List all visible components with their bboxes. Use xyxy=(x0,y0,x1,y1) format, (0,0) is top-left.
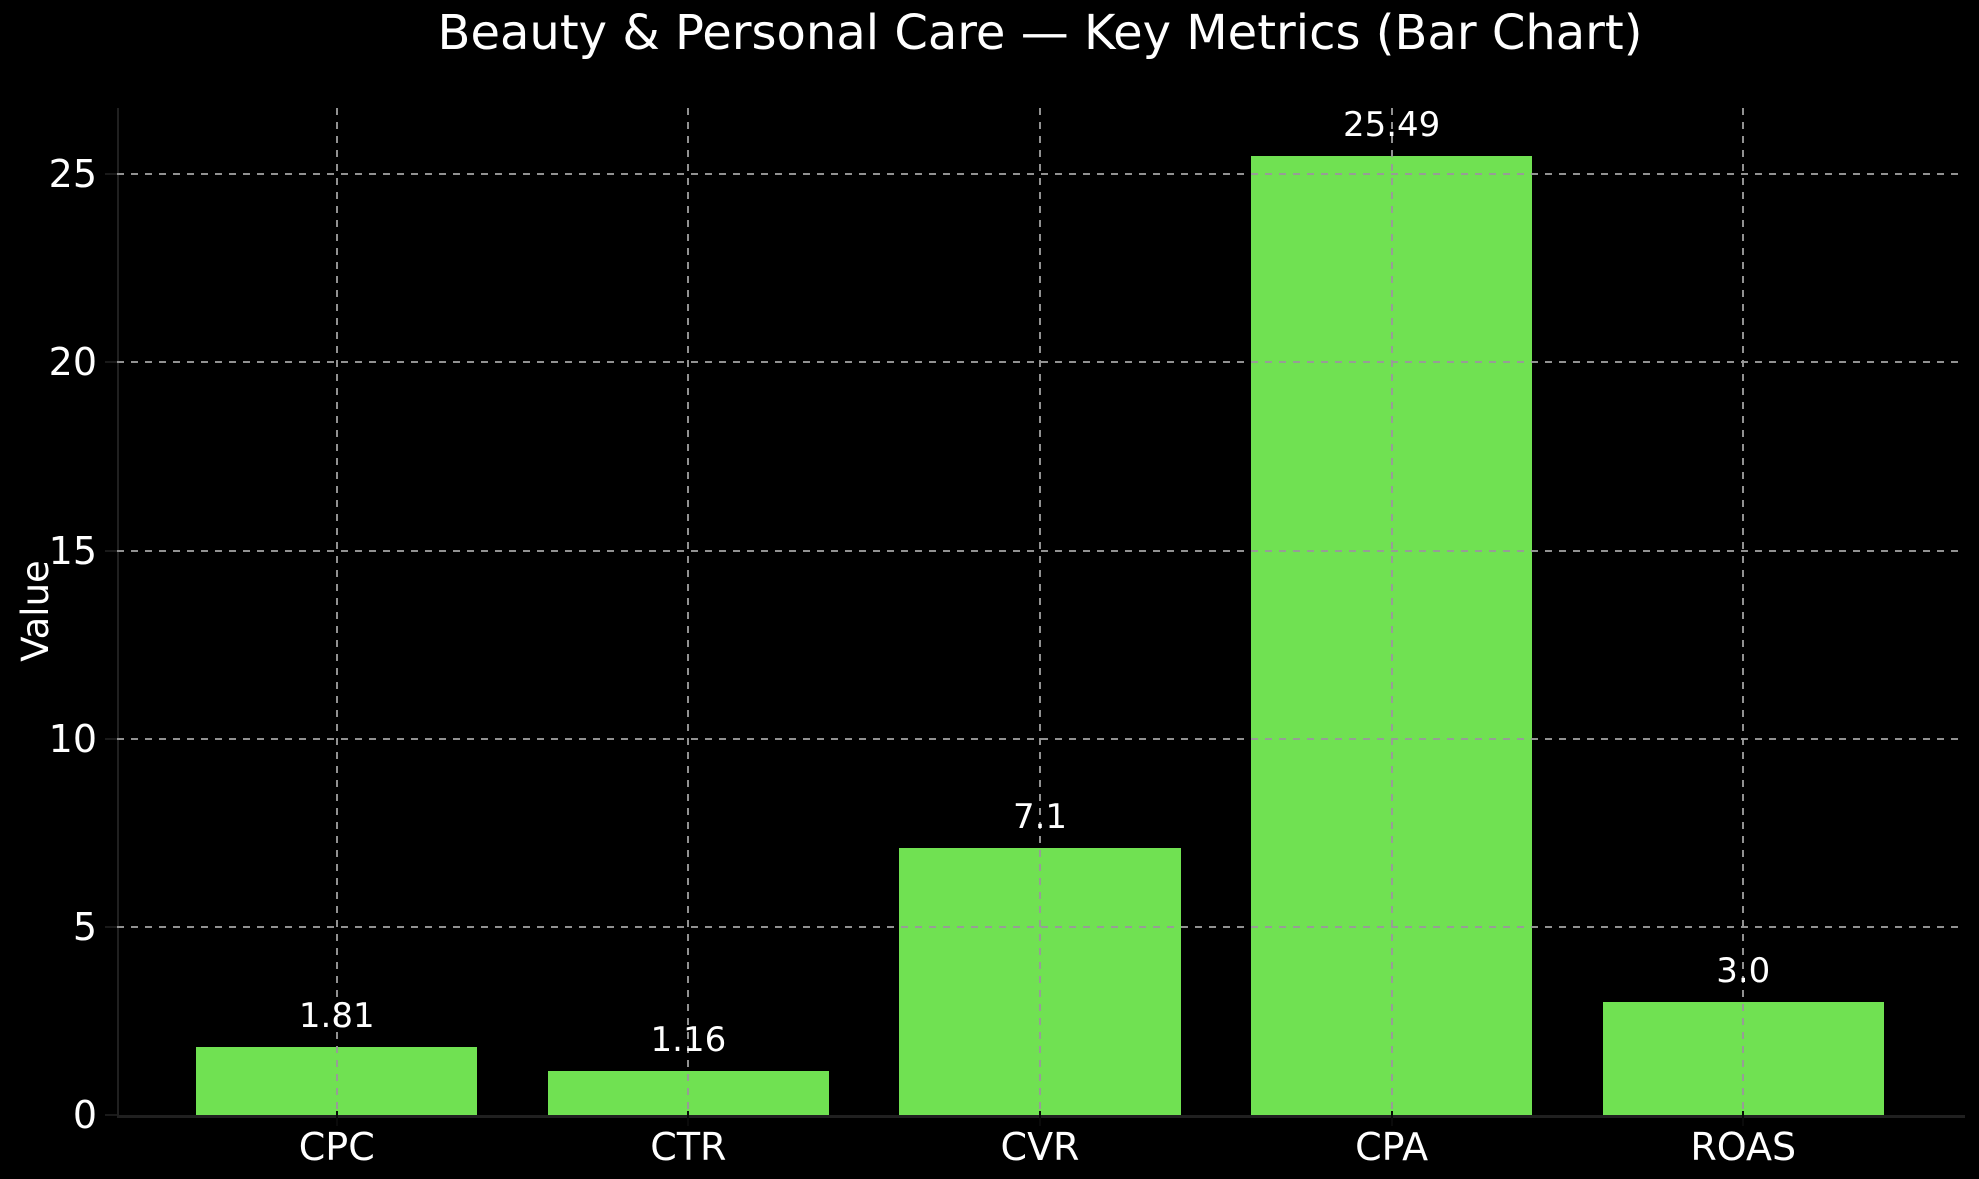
x-tick-mark xyxy=(1742,1111,1745,1126)
y-tick-label: 5 xyxy=(72,904,97,949)
x-tick-label: CVR xyxy=(1000,1125,1080,1169)
x-tick-label: CPC xyxy=(298,1125,375,1169)
y-tick-label: 0 xyxy=(72,1093,97,1137)
bar-value-label: 1.81 xyxy=(298,995,375,1036)
y-tick-mark xyxy=(105,925,117,928)
y-tick-mark xyxy=(105,1114,117,1116)
y-tick-label: 25 xyxy=(48,152,97,197)
x-tick-label: ROAS xyxy=(1690,1125,1797,1169)
y-tick-mark xyxy=(105,549,117,552)
x-tick-mark xyxy=(687,1111,690,1126)
y-tick-mark xyxy=(105,173,117,176)
gridline-vertical xyxy=(1742,108,1745,1115)
bar-value-label: 3.0 xyxy=(1716,951,1771,992)
gridline-vertical xyxy=(335,108,338,1115)
y-tick-label: 20 xyxy=(48,340,97,385)
y-tick-mark xyxy=(105,361,117,364)
y-axis-label-text: Value xyxy=(14,560,57,662)
y-tick-mark xyxy=(105,737,117,740)
x-tick-mark xyxy=(1039,1111,1041,1126)
gridline-vertical xyxy=(687,108,690,1115)
gridline-vertical xyxy=(1039,108,1041,1115)
chart-title: Beauty & Personal Care — Key Metrics (Ba… xyxy=(437,5,1643,61)
bar-value-label: 1.16 xyxy=(650,1020,727,1061)
x-tick-label: CTR xyxy=(650,1125,727,1169)
x-tick-mark xyxy=(1390,1111,1393,1126)
y-tick-label: 15 xyxy=(48,528,97,573)
bar-value-label: 7.1 xyxy=(1012,796,1068,837)
gridline-vertical xyxy=(1390,108,1393,1115)
plot-area xyxy=(117,108,1965,1118)
x-tick-mark xyxy=(335,1111,338,1126)
y-tick-label: 10 xyxy=(48,716,97,761)
bar-value-label: 25.49 xyxy=(1342,104,1441,145)
x-tick-label: CPA xyxy=(1355,1125,1429,1169)
